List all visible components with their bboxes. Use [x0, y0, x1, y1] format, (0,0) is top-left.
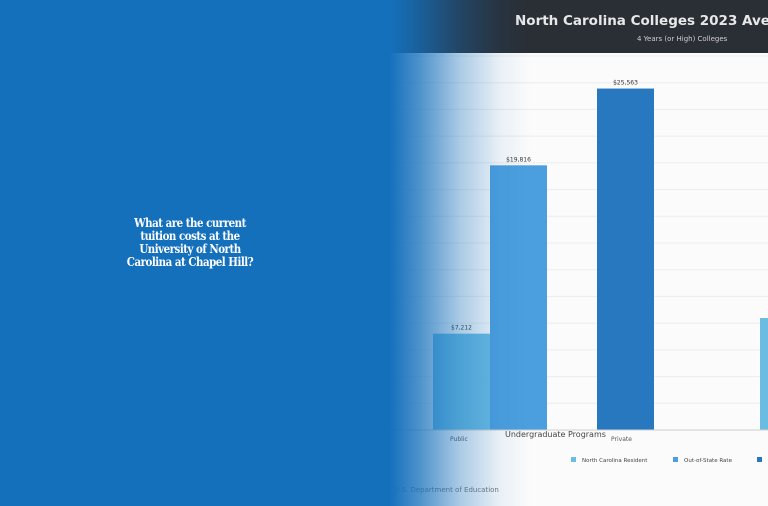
legend-swatch-resident [571, 457, 576, 462]
bar-series-2-private [597, 88, 654, 430]
data-label: $7,212 [451, 325, 472, 332]
headline: What are the current tuition costs at th… [126, 215, 254, 269]
x-tick-private: Private [611, 436, 632, 443]
x-tick-public: Public [450, 436, 468, 443]
chart-title: North Carolina Colleges 2023 Average [515, 13, 768, 29]
x-axis-label: Undergraduate Programs [505, 430, 606, 439]
legend-label-resident: North Carolina Resident [582, 458, 648, 464]
legend-swatch-out-of-state [673, 457, 678, 462]
source-note: © U.S. Department of Education [385, 486, 499, 494]
legend-swatch-private [757, 457, 762, 462]
bar-north-carolina-resident-public [433, 333, 490, 430]
data-label: $19,816 [506, 156, 531, 163]
legend-label-out-of-state: Out-of-State Rate [684, 458, 733, 464]
bar-partial-offscreen [760, 318, 768, 430]
bar-out-of-state-rate-public [490, 165, 547, 430]
data-label: $25,563 [613, 80, 638, 87]
chart-subtitle: 4 Years (or High) Colleges [637, 35, 728, 43]
